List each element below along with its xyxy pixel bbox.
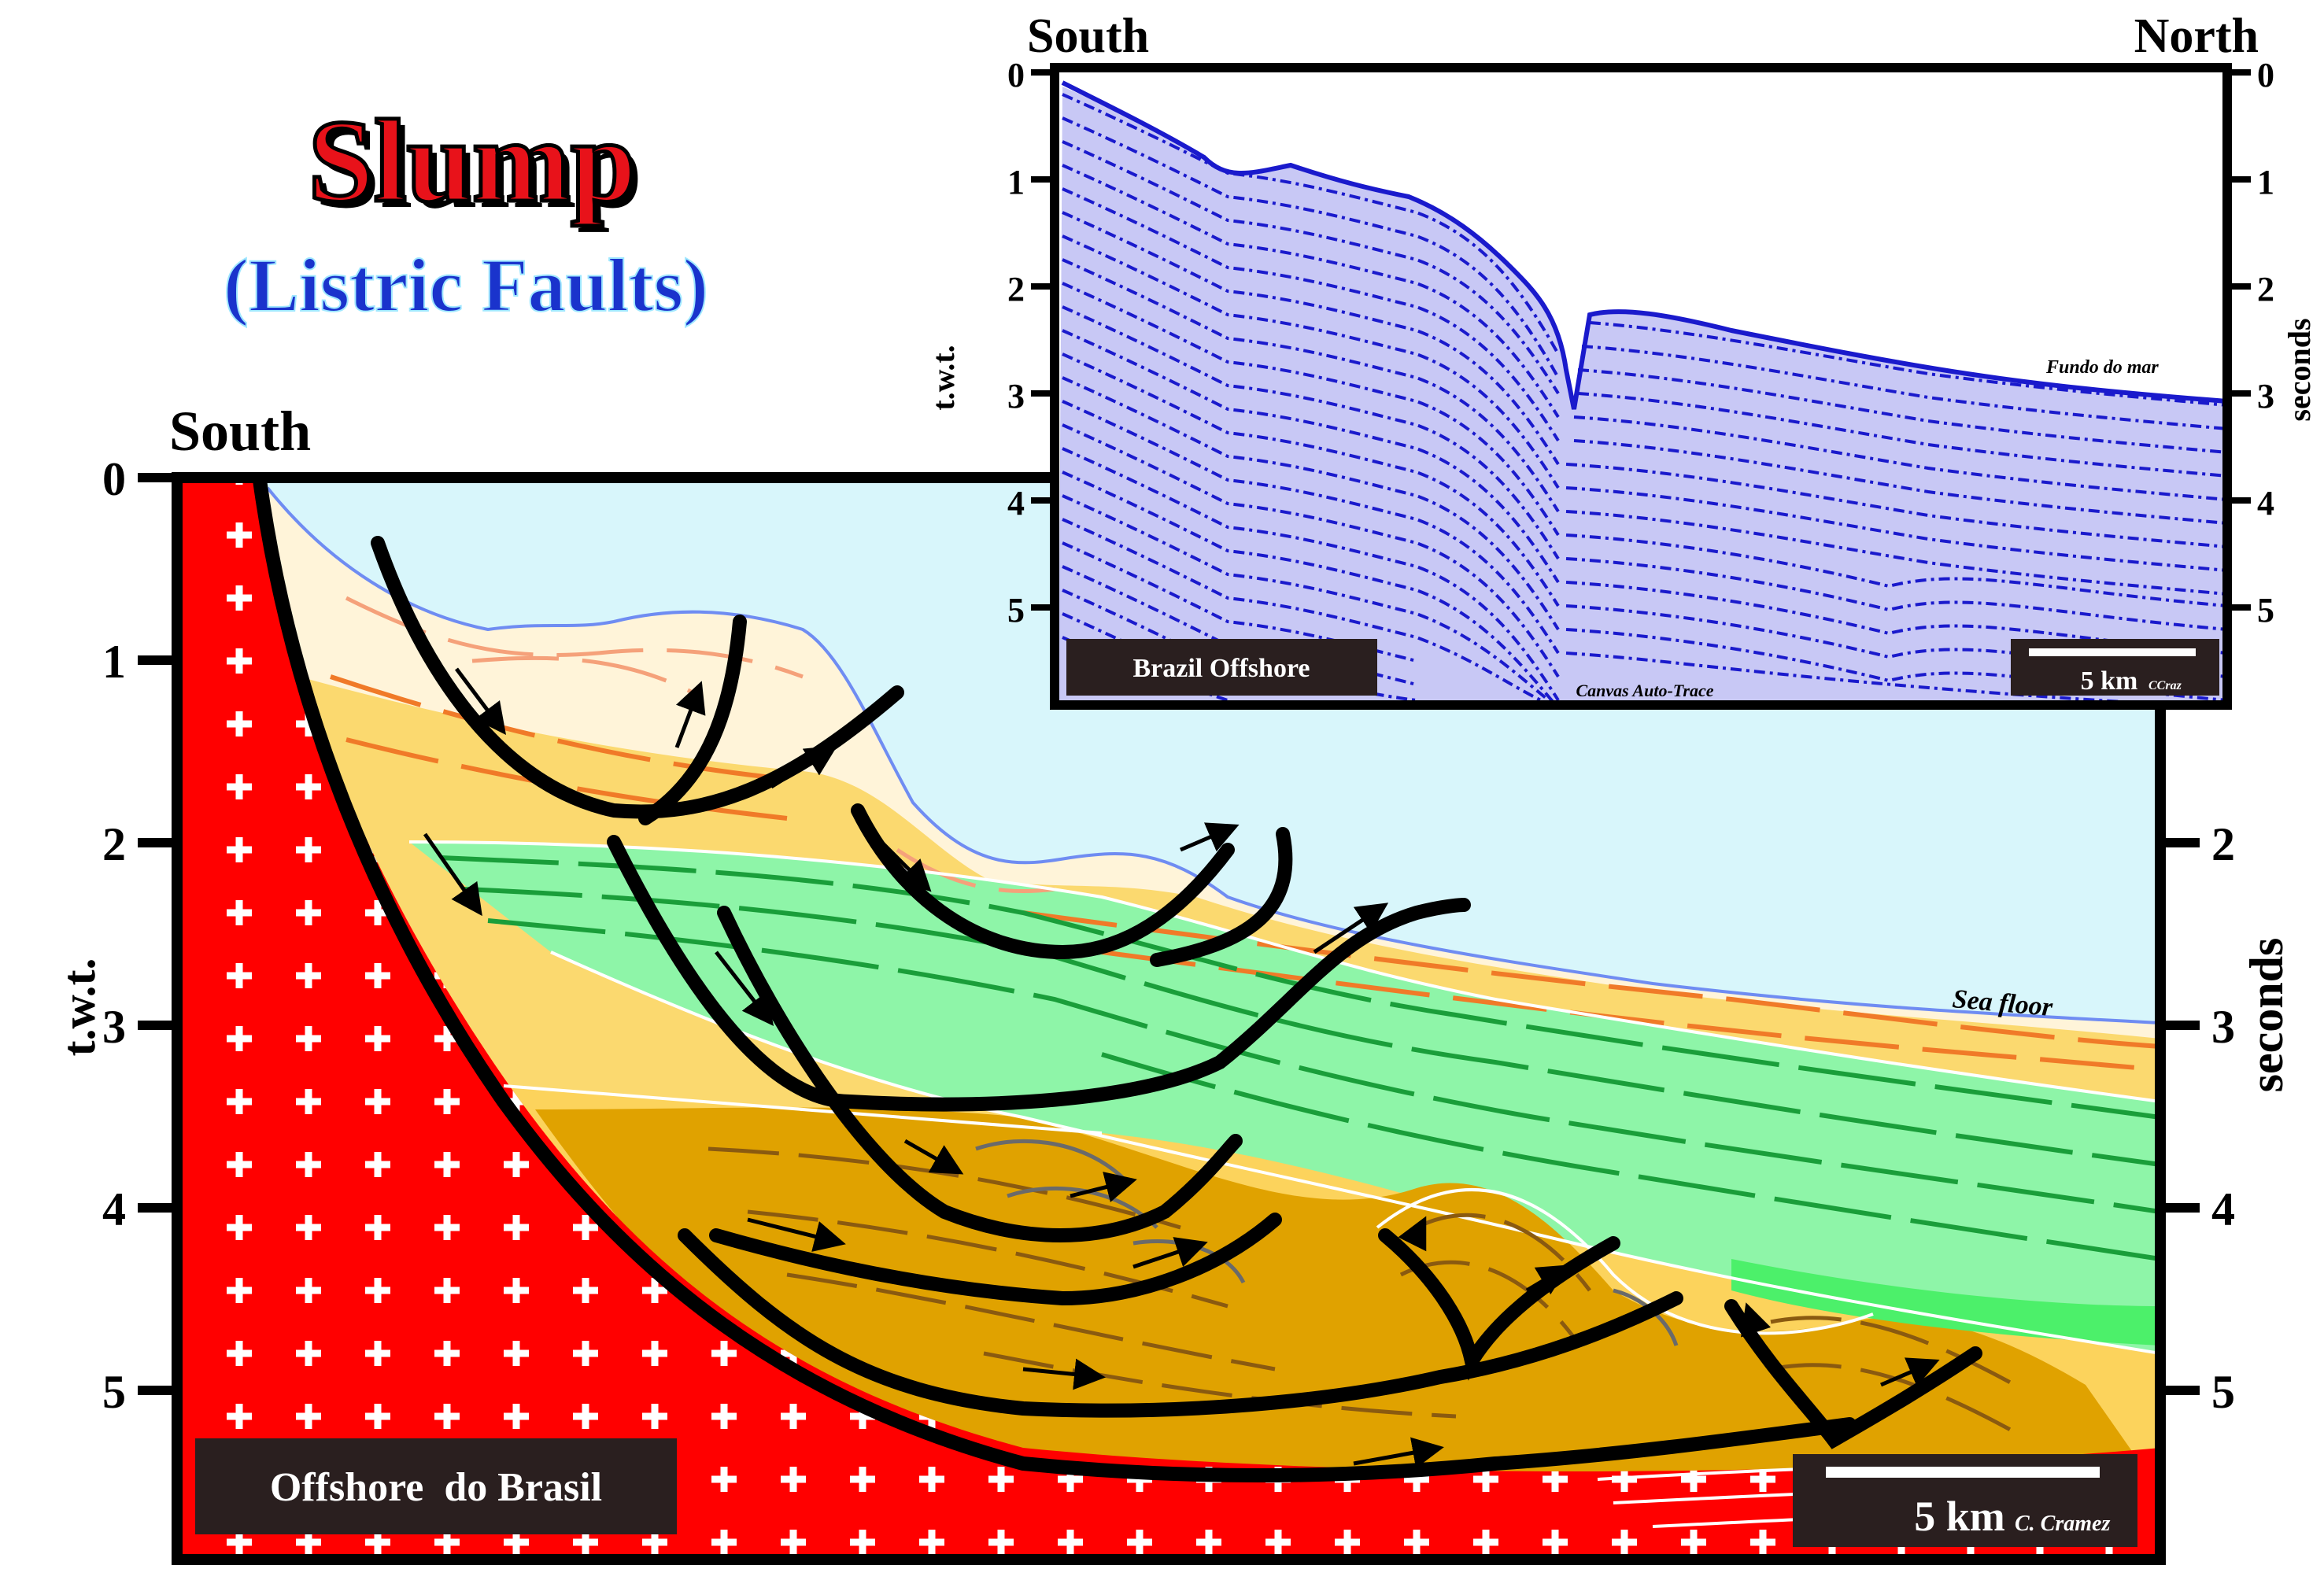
seismic-right-tick-0: 0	[2257, 56, 2274, 94]
right-tick-4: 4	[2211, 1183, 2235, 1235]
seismic-right-tick-2: 2	[2257, 270, 2274, 308]
seismic-left-tick-3: 3	[1007, 377, 1025, 415]
title-sub: (Listric Faults)	[224, 243, 708, 327]
seismic-left-axis	[1031, 69, 1055, 611]
green-patch-right	[1731, 1259, 2160, 1346]
seismic-credit: CCraz	[2148, 679, 2182, 692]
credit-label: C. Cramez	[2015, 1512, 2110, 1536]
cross-section-left-axis	[138, 473, 177, 1395]
cross-section-panel: South	[53, 400, 2293, 1565]
location-label-box	[195, 1438, 677, 1534]
left-tick-0: 0	[102, 453, 126, 505]
seismic-right-tick-4: 4	[2257, 484, 2274, 522]
seismic-south-heading: South	[1027, 9, 1149, 63]
slip-arrows	[423, 667, 1940, 1468]
seismic-left-tick-5: 5	[1007, 591, 1025, 629]
title-main: Slump	[315, 102, 643, 233]
seismic-left-tick-0: 0	[1007, 56, 1025, 94]
green-sediment-band	[409, 842, 2160, 1353]
cross-section-left-tick-labels: 0 1 2 3 4 5	[102, 453, 126, 1418]
seismic-left-axis-label: t.w.t.	[926, 345, 961, 410]
seismic-right-tick-labels: 0 1 2 3 4 5	[2257, 56, 2274, 629]
right-tick-2: 2	[2211, 818, 2235, 870]
seismic-left-tick-4: 4	[1007, 484, 1025, 522]
left-tick-2: 2	[102, 818, 126, 870]
green-stratal-lines	[440, 855, 2160, 1261]
cross-section-right-axis	[2160, 838, 2200, 1395]
seismic-left-tick-2: 2	[1007, 270, 1025, 308]
seismic-scale-label: 5 km	[2081, 666, 2138, 696]
seismic-right-axis-label: seconds	[2282, 318, 2317, 421]
sea-floor-line	[266, 486, 2160, 1024]
scale-label: 5 km	[1914, 1493, 2005, 1540]
cross-section-south-heading: South	[169, 400, 311, 463]
left-tick-3: 3	[102, 1001, 126, 1053]
right-tick-5: 5	[2211, 1366, 2235, 1418]
location-label: Offshore do Brasil	[270, 1465, 602, 1510]
seismic-right-tick-3: 3	[2257, 377, 2274, 415]
cross-section-right-tick-labels: 2 3 4 5	[2211, 818, 2235, 1418]
scale-bar	[1826, 1467, 2100, 1478]
seismic-left-tick-labels: 0 1 2 3 4 5	[1007, 56, 1025, 629]
title-block: Slump Slump (Listric Faults)	[223, 94, 709, 329]
left-tick-1: 1	[102, 636, 126, 688]
seismic-inset-panel: Brazil Offshore Canvas Auto-Trace 5 km C…	[926, 9, 2317, 710]
seismic-location-box	[1066, 639, 1377, 696]
title-main-front: Slump	[309, 96, 637, 227]
seismic-frame	[1050, 63, 2232, 710]
seismic-seafloor-trace	[1061, 80, 2223, 410]
left-tick-4: 4	[102, 1183, 126, 1235]
seismic-right-axis	[2227, 69, 2251, 611]
cross-section-left-axis-label: t.w.t.	[53, 958, 105, 1057]
seismic-left-tick-1: 1	[1007, 163, 1025, 201]
seismic-software-label: Canvas Auto-Trace	[1576, 681, 1714, 700]
seismic-scale-bar	[2029, 648, 2196, 656]
cross-section-right-axis-label: seconds	[2241, 938, 2293, 1093]
seismic-north-heading: North	[2134, 9, 2259, 63]
seismic-fill	[1059, 87, 2223, 700]
seismic-seafloor-label: Fundo do mar	[2045, 357, 2159, 378]
seismic-reflectors: Brazil Offshore Canvas Auto-Trace 5 km C…	[1059, 80, 2223, 700]
left-tick-5: 5	[102, 1366, 126, 1418]
seismic-right-tick-5: 5	[2257, 591, 2274, 629]
seismic-location-label: Brazil Offshore	[1132, 654, 1310, 683]
right-tick-3: 3	[2211, 1001, 2235, 1053]
seismic-right-tick-1: 1	[2257, 163, 2274, 201]
